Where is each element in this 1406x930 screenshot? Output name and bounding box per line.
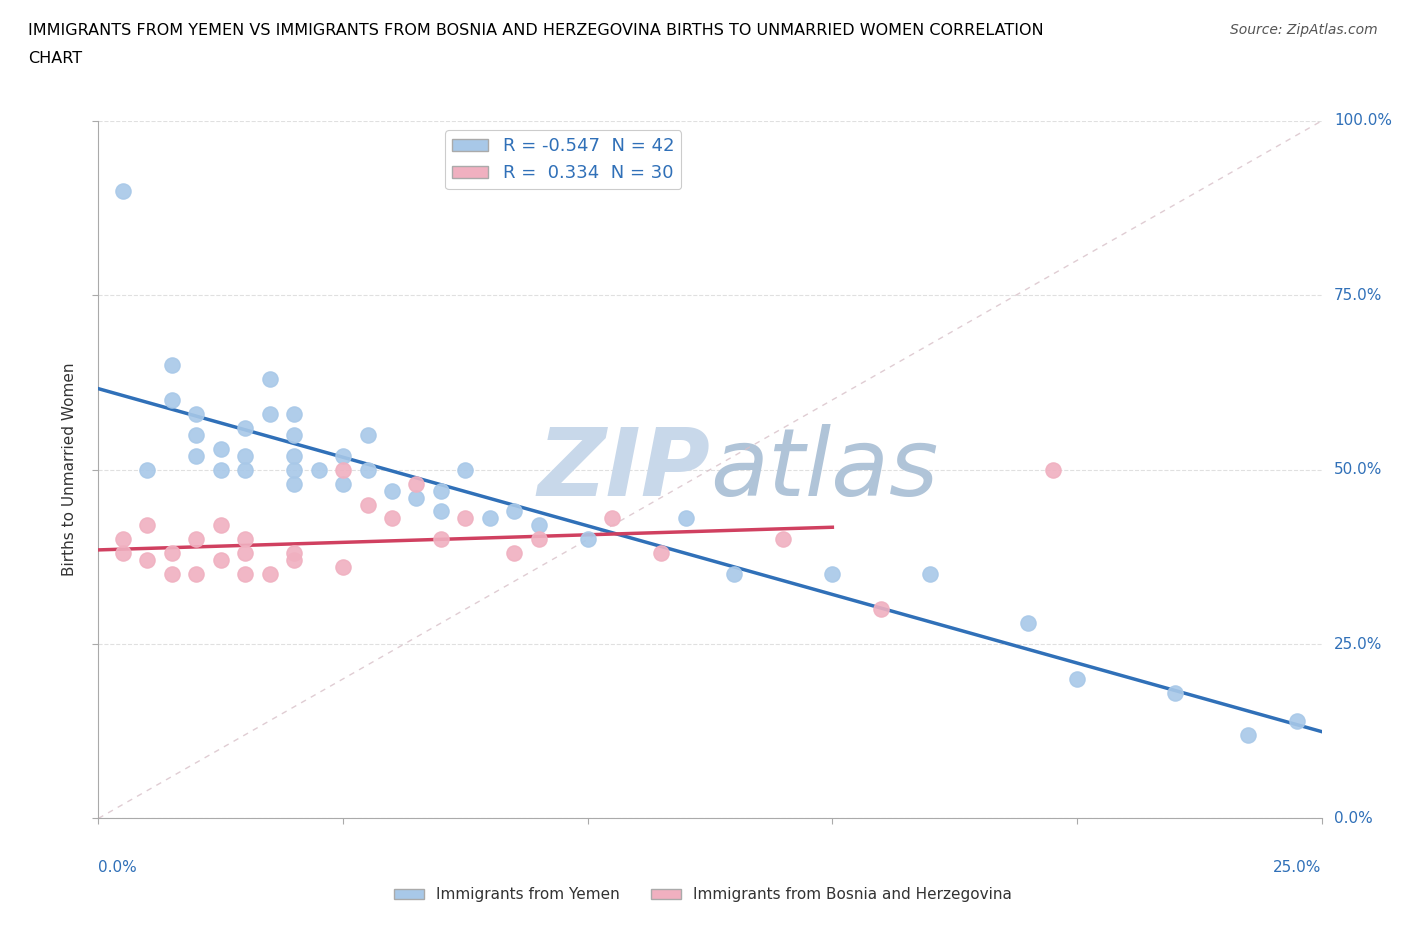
Point: [870, 602, 893, 617]
Point: [136, 462, 159, 477]
Text: ZIP: ZIP: [537, 424, 710, 515]
Text: atlas: atlas: [710, 424, 938, 515]
Point: [405, 490, 427, 505]
Point: [233, 448, 256, 463]
Text: 25.0%: 25.0%: [1274, 860, 1322, 875]
Point: [332, 560, 354, 575]
Point: [503, 504, 526, 519]
Point: [186, 532, 208, 547]
Point: [478, 512, 501, 526]
Point: [283, 448, 305, 463]
Point: [675, 512, 697, 526]
Point: [1042, 462, 1064, 477]
Point: [136, 552, 159, 567]
Point: [723, 567, 745, 582]
Point: [233, 546, 256, 561]
Point: [111, 183, 134, 198]
Point: [430, 484, 453, 498]
Point: [308, 462, 330, 477]
Point: [527, 518, 550, 533]
Text: 0.0%: 0.0%: [98, 860, 138, 875]
Point: [186, 427, 208, 442]
Point: [283, 476, 305, 491]
Point: [186, 406, 208, 421]
Point: [283, 427, 305, 442]
Point: [430, 504, 453, 519]
Point: [821, 567, 844, 582]
Point: [600, 512, 623, 526]
Point: [430, 532, 453, 547]
Point: [160, 567, 183, 582]
Text: CHART: CHART: [28, 51, 82, 66]
Point: [1066, 671, 1088, 686]
Text: 25.0%: 25.0%: [1334, 636, 1382, 652]
Point: [259, 371, 281, 387]
Legend: R = -0.547  N = 42, R =  0.334  N = 30: R = -0.547 N = 42, R = 0.334 N = 30: [444, 130, 682, 190]
Point: [1237, 727, 1260, 742]
Point: [233, 420, 256, 435]
Point: [1164, 685, 1187, 700]
Point: [283, 406, 305, 421]
Point: [332, 448, 354, 463]
Point: [259, 406, 281, 421]
Point: [356, 497, 378, 512]
Point: [1017, 616, 1039, 631]
Text: Source: ZipAtlas.com: Source: ZipAtlas.com: [1230, 23, 1378, 37]
Point: [186, 448, 208, 463]
Point: [405, 476, 427, 491]
Point: [111, 532, 134, 547]
Point: [1286, 713, 1309, 728]
Point: [209, 442, 232, 457]
Text: 75.0%: 75.0%: [1334, 287, 1382, 303]
Text: 50.0%: 50.0%: [1334, 462, 1382, 477]
Point: [503, 546, 526, 561]
Point: [772, 532, 794, 547]
Point: [233, 532, 256, 547]
Point: [160, 392, 183, 407]
Point: [111, 546, 134, 561]
Point: [283, 552, 305, 567]
Text: 0.0%: 0.0%: [1334, 811, 1372, 826]
Point: [160, 546, 183, 561]
Point: [381, 484, 404, 498]
Point: [233, 462, 256, 477]
Y-axis label: Births to Unmarried Women: Births to Unmarried Women: [62, 363, 77, 577]
Point: [332, 476, 354, 491]
Point: [233, 567, 256, 582]
Point: [576, 532, 599, 547]
Point: [136, 518, 159, 533]
Point: [527, 532, 550, 547]
Point: [920, 567, 942, 582]
Point: [381, 512, 404, 526]
Point: [356, 462, 378, 477]
Point: [283, 462, 305, 477]
Point: [259, 567, 281, 582]
Point: [209, 518, 232, 533]
Point: [283, 546, 305, 561]
Text: IMMIGRANTS FROM YEMEN VS IMMIGRANTS FROM BOSNIA AND HERZEGOVINA BIRTHS TO UNMARR: IMMIGRANTS FROM YEMEN VS IMMIGRANTS FROM…: [28, 23, 1043, 38]
Point: [209, 552, 232, 567]
Point: [650, 546, 672, 561]
Legend: Immigrants from Yemen, Immigrants from Bosnia and Herzegovina: Immigrants from Yemen, Immigrants from B…: [388, 882, 1018, 909]
Point: [160, 357, 183, 372]
Point: [356, 427, 378, 442]
Text: 100.0%: 100.0%: [1334, 113, 1392, 128]
Point: [454, 462, 477, 477]
Point: [186, 567, 208, 582]
Point: [332, 462, 354, 477]
Point: [209, 462, 232, 477]
Point: [454, 512, 477, 526]
